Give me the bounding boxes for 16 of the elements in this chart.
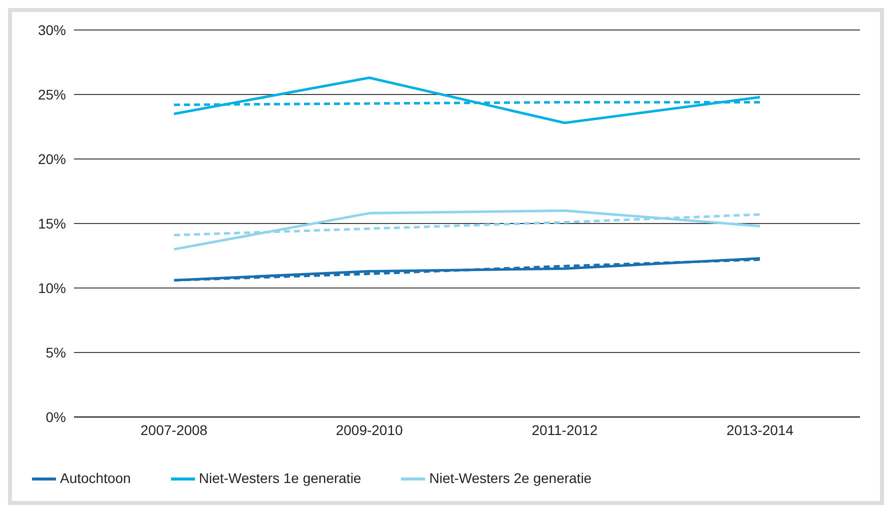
line-series: [172, 76, 762, 124]
y-tick-label: 25%: [38, 86, 66, 102]
y-tick-label: 0%: [46, 408, 66, 425]
y-tick-label: 10%: [38, 280, 66, 296]
x-tick-label: 2013-2014: [726, 422, 794, 438]
y-tick-label: 5%: [46, 344, 66, 360]
legend-label: Niet-Westers 2e generatie: [429, 470, 592, 486]
y-tick-label: 15%: [38, 215, 66, 232]
x-tick-label: 2007-2008: [140, 422, 208, 438]
y-tick-label: 30%: [38, 22, 66, 38]
y-tick-label: 20%: [38, 150, 66, 167]
line-series: [172, 209, 762, 251]
legend-label: Autochtoon: [60, 470, 131, 486]
legend-label: Niet-Westers 1e generatie: [198, 470, 362, 486]
x-tick-label: 2011-2012: [532, 422, 598, 438]
x-tick-label: 2009-2010: [336, 422, 404, 438]
